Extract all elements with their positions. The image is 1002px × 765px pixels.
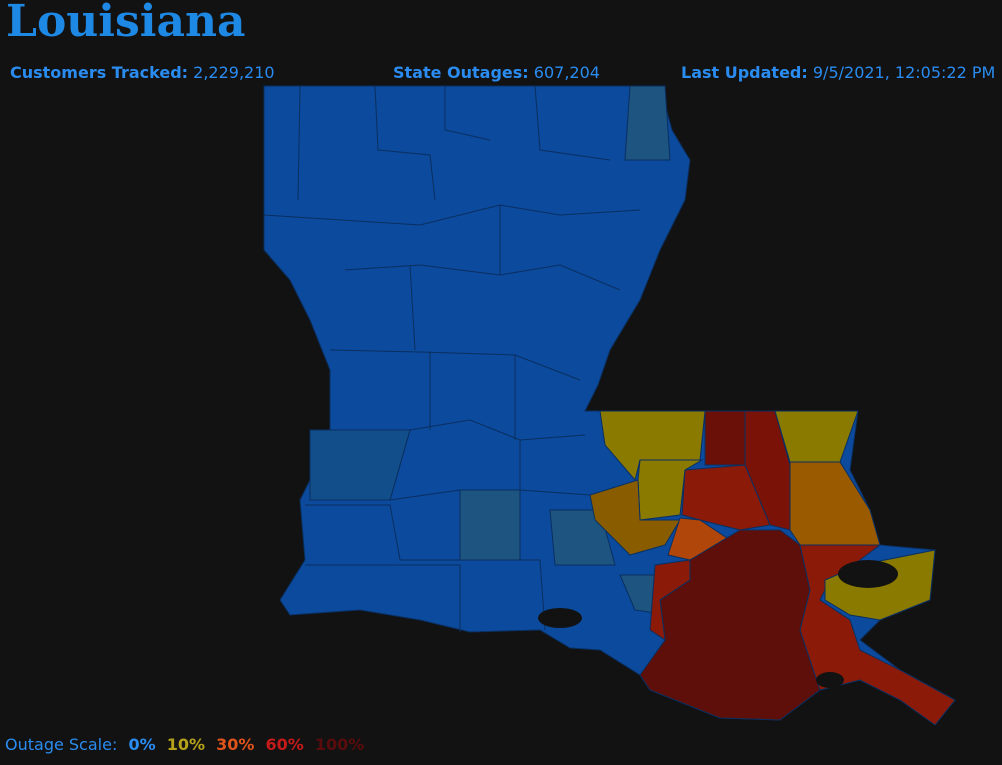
stat-label: Customers Tracked:: [10, 63, 189, 82]
legend-item: 10%: [166, 735, 205, 754]
stat-value: 9/5/2021, 12:05:22 PM: [812, 63, 996, 82]
parish: [649, 559, 691, 642]
parish: [309, 429, 411, 501]
lake: [816, 672, 844, 688]
parish: [624, 85, 671, 161]
stat-label: State Outages:: [393, 63, 529, 82]
parish: [459, 489, 521, 561]
stat-value: 607,204: [533, 63, 600, 82]
legend-item: 100%: [314, 735, 365, 754]
lake: [538, 608, 582, 628]
legend-label: Outage Scale:: [5, 735, 118, 754]
title: Louisiana: [6, 0, 246, 47]
stat: Last Updated: 9/5/2021, 12:05:22 PM: [681, 63, 995, 82]
stat-label: Last Updated:: [681, 63, 808, 82]
stat: Customers Tracked: 2,229,210: [10, 63, 275, 82]
stat: State Outages: 607,204: [393, 63, 600, 82]
parish: [704, 410, 746, 466]
legend-item: 60%: [265, 735, 304, 754]
lake: [838, 560, 898, 588]
parish: [589, 479, 681, 556]
legend: Outage Scale: 0% 10% 30% 60% 100%: [5, 735, 364, 754]
legend-item: 0%: [128, 735, 156, 754]
parish: [789, 461, 881, 546]
legend-item: 30%: [216, 735, 255, 754]
stat-value: 2,229,210: [193, 63, 275, 82]
